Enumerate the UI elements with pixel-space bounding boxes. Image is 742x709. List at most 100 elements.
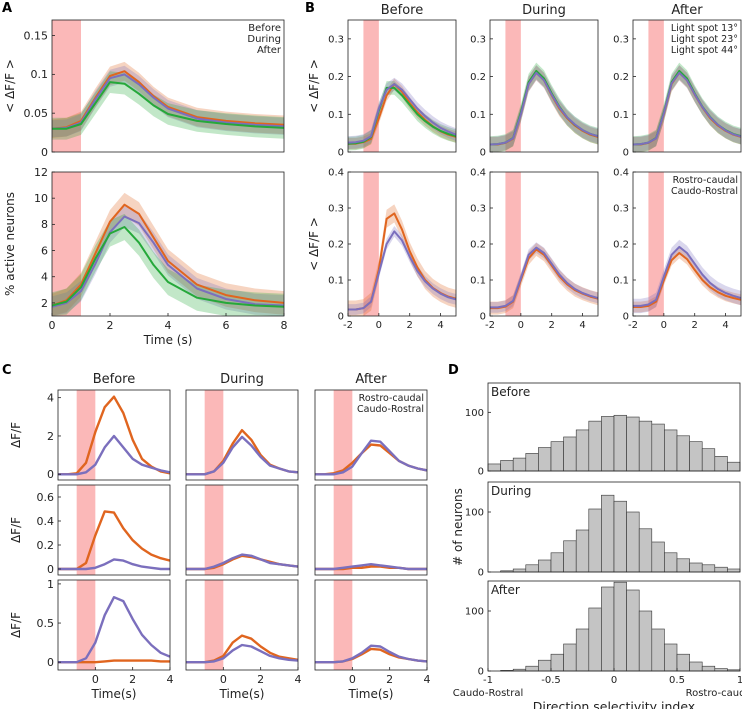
panel-d-during: 0 100 During # of neurons	[451, 481, 741, 579]
histogram-bar	[525, 453, 539, 472]
ytick-label: 0.1	[328, 276, 344, 287]
y-axis-label: < ΔF/F >	[307, 59, 321, 113]
panel-c-r3-before: 0 0.5 1 0 2 4 Time(s) ΔF/F	[9, 578, 174, 701]
axes-frame	[57, 579, 171, 671]
axes-frame	[487, 382, 741, 472]
xtick-label: 6	[223, 319, 230, 332]
series-line	[315, 443, 427, 476]
panel-title: Before	[381, 3, 424, 18]
histogram-bar	[500, 460, 514, 472]
plot-area	[186, 580, 298, 670]
axes-frame	[314, 579, 428, 671]
panel-letter-b: B	[305, 1, 315, 16]
series-band	[490, 65, 598, 152]
histogram-bar	[701, 448, 716, 472]
series-line	[58, 558, 170, 571]
panel-title: During	[522, 3, 566, 18]
series-line	[315, 563, 427, 571]
ytick-label: 4	[41, 271, 48, 284]
histogram-bar	[714, 566, 728, 573]
histogram-bar	[588, 508, 602, 573]
stimulus-bar	[333, 485, 353, 575]
ytick-label: 2	[47, 430, 54, 443]
histogram-bar	[563, 540, 577, 573]
axes-frame	[185, 484, 299, 576]
x-axis-label: Time (s)	[143, 333, 193, 347]
histogram-label: During	[491, 484, 531, 498]
ytick-label: 0.4	[328, 168, 344, 179]
panel-b-bottom-after: 00.10.20.30.4-2 0 2 4Rostro-caudalCaudo-Ros…	[613, 168, 742, 331]
y-axis-label: ΔF/F	[9, 612, 23, 638]
xtick-label: 2	[549, 320, 555, 331]
histogram-bar	[512, 457, 527, 472]
series-band	[348, 78, 456, 150]
histogram-bar	[575, 628, 590, 672]
ytick-label: 0	[338, 312, 344, 323]
series-band	[633, 65, 741, 152]
plot-area	[490, 20, 598, 152]
ytick-label: 0.2	[37, 539, 55, 552]
ytick-label: 0.3	[613, 34, 629, 45]
series-line	[490, 71, 598, 146]
series-band	[348, 226, 456, 315]
histogram-bar	[638, 528, 653, 573]
ytick-label: 0.2	[328, 240, 344, 251]
stimulus-bar	[52, 20, 81, 152]
histogram-bar	[563, 436, 577, 472]
xtick-label: 0	[349, 673, 356, 686]
xtick-label: 4	[424, 673, 431, 686]
axes-frame	[314, 484, 428, 576]
xtick-label: 0	[518, 320, 524, 331]
histogram-bar	[626, 416, 640, 472]
xtick-label: 4	[165, 319, 172, 332]
ytick-label: 0.3	[328, 34, 344, 45]
ytick-label: 0	[478, 667, 484, 678]
ytick-label: 4	[47, 392, 54, 405]
ytick-label: 100	[465, 508, 484, 519]
panel-c-r3-during: 0 2 4 Time(s)	[185, 579, 302, 701]
histogram-bar	[727, 568, 741, 573]
histogram-bar	[664, 643, 678, 672]
x-axis-note-right: Rostro-caudal	[686, 688, 742, 699]
histogram-label: Before	[491, 385, 530, 399]
y-axis-label: # of neurons	[451, 488, 465, 566]
panel-c-r2-before: 0 0.2 0.4 0.6 ΔF/F	[9, 484, 171, 576]
plot-area	[315, 390, 427, 480]
panel-b-top-during: 0 0.1 0.2 0.3 During	[470, 3, 599, 159]
series-line	[52, 226, 284, 308]
histogram-bar	[676, 653, 690, 672]
series-band	[633, 65, 741, 152]
ytick-label: 8	[41, 218, 48, 231]
legend-entry: Caudo-Rostral	[357, 404, 424, 415]
xtick-label: -2	[628, 320, 638, 331]
ytick-label: 100	[465, 408, 484, 419]
xtick-label: 0	[92, 673, 99, 686]
ytick-label: 0.1	[470, 110, 486, 121]
xtick-label: 2	[129, 673, 136, 686]
xtick-label: -1	[483, 675, 493, 686]
histogram-bar	[601, 586, 615, 672]
histogram-bar	[626, 511, 640, 573]
xtick-label: 4	[437, 320, 443, 331]
series-line	[633, 245, 741, 307]
series-band	[52, 213, 284, 316]
stimulus-bar	[76, 390, 96, 480]
series-line	[633, 71, 741, 146]
plot-area	[315, 580, 427, 670]
ytick-label: 0.2	[328, 72, 344, 83]
histogram-bar	[651, 541, 665, 573]
series-line	[52, 215, 284, 308]
legend-entry: Light spot 23°	[671, 34, 738, 45]
histogram-bar	[550, 653, 564, 672]
ytick-label: 0	[623, 312, 629, 323]
stimulus-bar	[204, 580, 224, 670]
panel-title: After	[671, 3, 703, 18]
series-line	[52, 203, 284, 307]
legend-entry: Rostro-caudal	[359, 393, 424, 404]
ytick-label: 0.4	[613, 168, 629, 179]
ytick-label: 0.3	[470, 204, 486, 215]
series-band	[490, 65, 598, 152]
stimulus-bar	[76, 580, 96, 670]
